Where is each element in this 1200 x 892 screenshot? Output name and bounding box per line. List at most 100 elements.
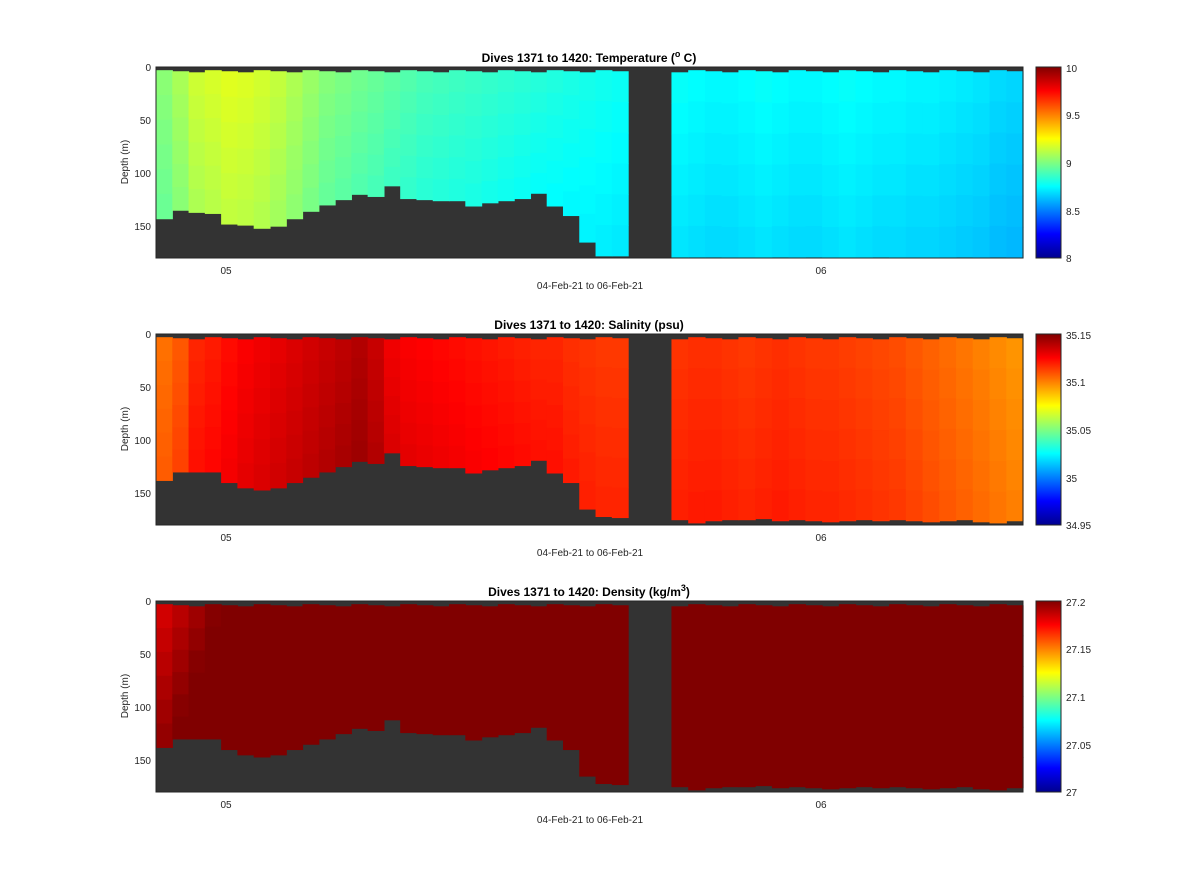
data-cell — [611, 71, 629, 103]
data-cell — [546, 694, 564, 718]
data-cell — [671, 399, 689, 430]
data-cell — [367, 379, 385, 402]
data-cell — [269, 630, 287, 656]
data-cell — [989, 727, 1007, 760]
data-cell — [855, 102, 873, 134]
data-cell — [546, 115, 564, 139]
data-cell — [755, 226, 773, 259]
data-cell — [771, 133, 790, 166]
data-cell — [972, 72, 991, 104]
data-cell — [383, 700, 401, 721]
data-cell — [905, 605, 924, 637]
data-cell — [286, 701, 304, 727]
temperature-axes-box — [155, 66, 1024, 259]
salinity-panel: Dives 1371 to 1420: Salinity (psu) 0 50 … — [120, 318, 1091, 559]
data-cell — [838, 367, 857, 399]
data-cell — [318, 160, 336, 184]
salinity-x-tick-label: 05 — [220, 533, 232, 544]
data-cell — [172, 649, 190, 673]
data-cell — [253, 680, 271, 707]
data-cell — [188, 189, 206, 213]
data-cell — [253, 439, 271, 466]
data-cell — [805, 429, 823, 461]
data-cell — [838, 101, 857, 134]
data-cell — [432, 627, 450, 650]
data-cell — [481, 628, 499, 651]
data-cell — [383, 339, 401, 359]
data-cell — [351, 173, 369, 195]
data-cell — [351, 70, 369, 92]
data-cell — [253, 629, 271, 656]
data-cell — [611, 457, 629, 489]
data-cell — [738, 132, 756, 165]
data-cell — [922, 72, 940, 104]
data-cell — [905, 459, 924, 491]
data-cell — [822, 606, 840, 638]
data-cell — [302, 697, 320, 722]
temperature-panel: Dives 1371 to 1420: Temperature (o C) 0 … — [120, 49, 1080, 292]
data-cell — [805, 490, 823, 522]
data-cell — [302, 430, 320, 455]
data-cell — [838, 398, 857, 430]
data-cell — [972, 636, 991, 668]
data-cell — [579, 634, 597, 664]
data-cell — [335, 157, 352, 179]
data-cell — [562, 677, 580, 702]
data-cell — [671, 103, 689, 135]
data-cell — [156, 70, 173, 96]
data-cell — [497, 380, 515, 403]
data-cell — [805, 71, 823, 103]
data-cell — [989, 460, 1007, 493]
data-cell — [335, 114, 352, 137]
data-cell — [956, 756, 974, 788]
data-cell — [989, 337, 1007, 369]
data-cell — [671, 636, 689, 667]
data-cell — [905, 757, 924, 789]
data-cell — [922, 134, 940, 166]
data-cell — [530, 152, 548, 174]
data-cell — [671, 459, 689, 491]
data-cell — [318, 405, 336, 428]
data-cell — [972, 460, 991, 492]
data-cell — [855, 726, 873, 757]
data-cell — [253, 706, 271, 733]
data-cell — [269, 413, 287, 439]
data-cell — [367, 175, 385, 197]
data-cell — [889, 398, 907, 429]
data-cell — [188, 95, 206, 120]
data-cell — [939, 757, 957, 789]
data-cell — [889, 337, 907, 369]
data-cell — [688, 101, 706, 133]
data-cell — [188, 606, 206, 629]
data-cell — [286, 410, 304, 436]
salinity-colorbar: 34.95 35 35.05 35.1 35.15 — [1035, 331, 1091, 532]
data-cell — [156, 408, 173, 434]
density-title: Dives 1371 to 1420: Density (kg/m3) — [488, 583, 690, 599]
data-cell — [286, 145, 304, 171]
data-cell — [367, 605, 385, 627]
data-cell — [432, 115, 450, 137]
data-cell — [546, 359, 564, 383]
data-cell — [671, 696, 689, 728]
data-cell — [432, 93, 450, 116]
data-cell — [530, 339, 548, 360]
data-cell — [922, 400, 940, 432]
data-cell — [530, 92, 548, 114]
data-cell — [905, 490, 924, 522]
data-cell — [514, 380, 532, 403]
data-cell — [889, 101, 907, 134]
data-cell — [788, 665, 806, 696]
data-cell — [302, 604, 320, 629]
data-cell — [721, 429, 740, 461]
data-cell — [922, 196, 940, 228]
data-cell — [905, 368, 924, 400]
data-cell — [956, 428, 974, 460]
density-x-ticks: 05 06 — [220, 800, 827, 811]
data-cell — [400, 337, 418, 360]
data-cell — [367, 646, 385, 669]
data-cell — [956, 665, 974, 697]
salinity-y-label: Depth (m) — [120, 407, 131, 451]
data-cell — [367, 92, 385, 114]
data-cell — [432, 670, 450, 693]
data-cell — [253, 413, 271, 440]
